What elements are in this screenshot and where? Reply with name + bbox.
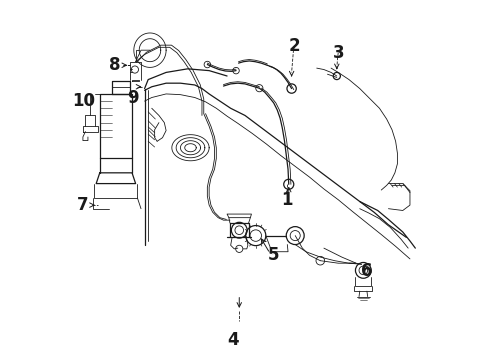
Text: 10: 10 [72, 92, 95, 110]
Text: 7: 7 [77, 196, 89, 214]
Text: 4: 4 [228, 330, 239, 348]
Text: 8: 8 [109, 56, 121, 74]
Text: 1: 1 [282, 191, 293, 209]
Text: 6: 6 [361, 262, 373, 280]
Text: 2: 2 [289, 36, 300, 54]
Text: 9: 9 [127, 89, 139, 107]
Text: 3: 3 [332, 44, 344, 62]
Text: 5: 5 [268, 246, 279, 264]
